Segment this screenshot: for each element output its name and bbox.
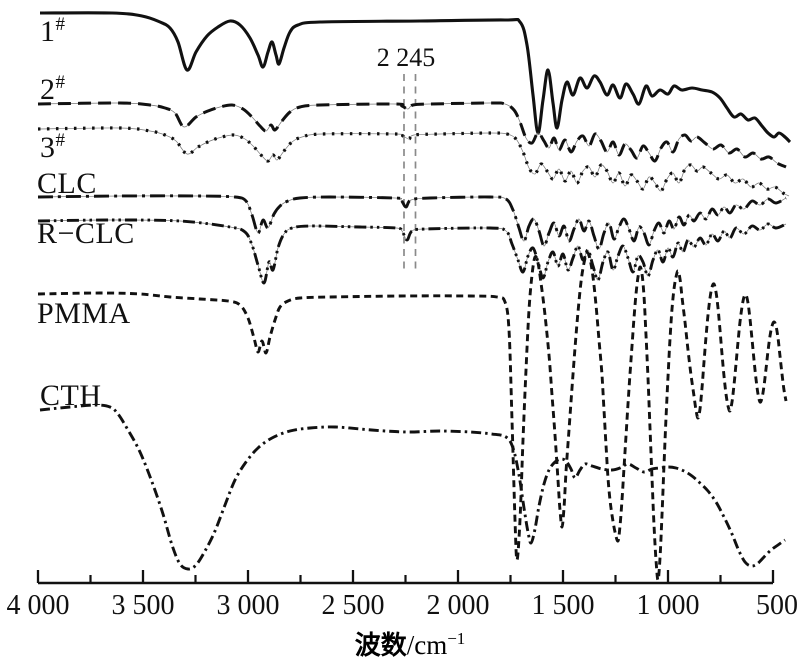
curve-CLC <box>37 194 787 251</box>
x-axis-title: 波数/cm−1 <box>260 629 560 662</box>
series-label-clc: CLC <box>37 169 97 199</box>
curve-1# <box>39 11 792 144</box>
x-axis-title-cn: 波数 <box>354 631 407 661</box>
x-tick-label-1000: 1 000 <box>636 590 700 621</box>
curve-PMMA <box>37 251 788 582</box>
x-tick-label-500: 500 <box>756 590 798 621</box>
curve-2# <box>37 101 787 169</box>
x-tick-label-4000: 4 000 <box>6 590 70 621</box>
series-label-2-text: 2 <box>40 73 56 106</box>
series-label-cth-text: CTH <box>40 379 102 412</box>
series-label-3-text: 3 <box>40 131 56 164</box>
series-label-3: 3# <box>40 130 66 164</box>
curve-underlay-CLC <box>37 195 787 250</box>
annotation-2245-label: 2 245 <box>376 43 436 72</box>
series-label-3-sup: # <box>55 130 66 151</box>
x-tick-label-3500: 3 500 <box>111 590 175 621</box>
x-tick-label-2500: 2 500 <box>321 590 385 621</box>
x-axis-title-unit-sup: −1 <box>447 629 466 648</box>
curve-underlay-3# <box>37 127 790 197</box>
series-label-1: 1# <box>40 14 66 48</box>
x-tick-label-3000: 3 000 <box>216 590 280 621</box>
x-tick-label-1500: 1 500 <box>531 590 595 621</box>
series-label-1-sup: # <box>55 14 66 35</box>
x-axis-title-unit: /cm <box>406 630 448 660</box>
series-label-cth: CTH <box>40 381 102 411</box>
series-label-rclc: R−CLC <box>37 219 135 249</box>
curve-underlay-2# <box>37 102 787 168</box>
series-label-pmma-text: PMMA <box>37 297 131 330</box>
series-label-2-sup: # <box>55 72 66 93</box>
series-label-2: 2# <box>40 72 66 106</box>
series-label-rclc-text: R−CLC <box>37 217 135 250</box>
series-label-1-text: 1 <box>40 15 56 48</box>
x-tick-label-2000: 2 000 <box>426 590 490 621</box>
series-label-clc-text: CLC <box>37 167 97 200</box>
series-label-pmma: PMMA <box>37 299 131 329</box>
curve-CTH <box>39 403 786 571</box>
curve-3# <box>37 126 790 198</box>
curve-R-CLC <box>37 218 787 285</box>
